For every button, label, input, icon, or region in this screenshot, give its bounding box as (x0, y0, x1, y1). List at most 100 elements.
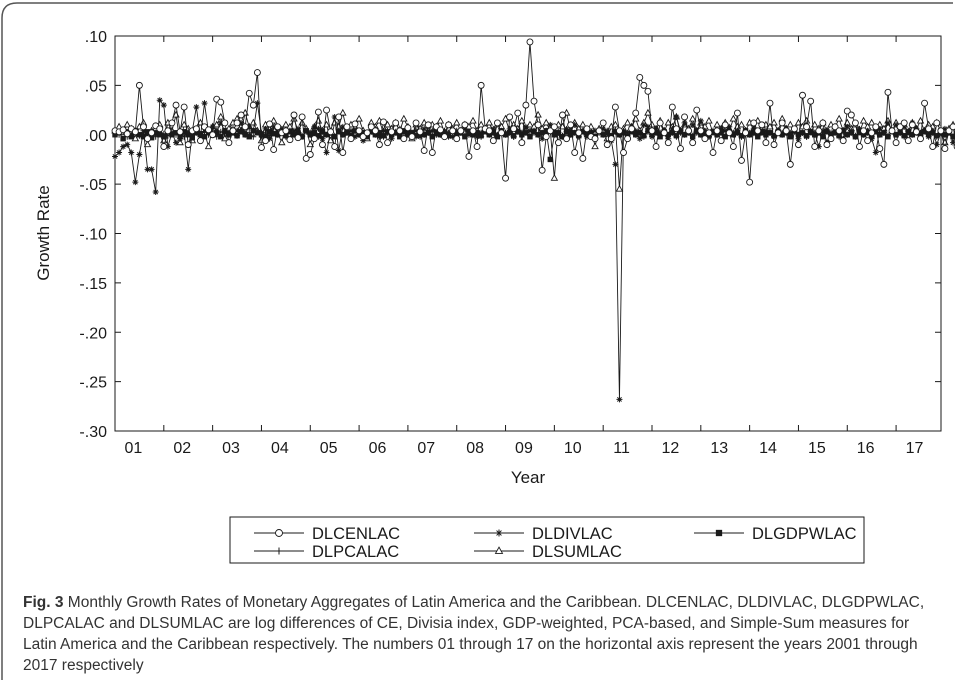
data-point-asterisk (807, 127, 814, 134)
data-point-triangle (212, 120, 221, 128)
data-point-circle (534, 121, 542, 129)
data-point-circle (241, 123, 249, 131)
data-point-asterisk (388, 135, 395, 142)
data-point-circle (550, 123, 558, 131)
data-point-circle (835, 127, 843, 135)
data-point-square (474, 130, 480, 136)
data-point-asterisk (453, 127, 460, 134)
data-point-triangle (436, 116, 445, 124)
data-point-asterisk (848, 127, 855, 134)
data-point-asterisk (311, 123, 318, 130)
data-point-asterisk (242, 129, 249, 136)
data-point-circle (563, 135, 571, 143)
data-point-circle (754, 127, 762, 135)
data-point-circle (668, 103, 676, 111)
data-point-asterisk (657, 129, 664, 136)
data-point-square (201, 134, 208, 140)
data-point-square (262, 134, 269, 140)
data-point-square (547, 156, 553, 163)
data-point-asterisk (449, 133, 456, 140)
y-tick-label: -.05 (79, 177, 107, 194)
data-point-asterisk (262, 125, 269, 132)
data-point-square (718, 130, 724, 136)
data-point-circle (404, 124, 412, 132)
data-point-circle (733, 109, 741, 117)
data-point-circle (664, 139, 672, 147)
data-point-circle (506, 113, 514, 121)
data-point-square (291, 132, 297, 138)
data-point-circle (933, 119, 941, 127)
data-point-asterisk (148, 166, 155, 173)
data-point-circle (693, 106, 701, 114)
data-point-asterisk (112, 153, 118, 160)
data-point-circle (713, 127, 721, 135)
y-tick-label: -.15 (79, 276, 107, 293)
data-point-square (633, 132, 639, 138)
data-point-asterisk (929, 127, 936, 134)
data-point-circle (721, 121, 729, 129)
data-point-asterisk (624, 129, 631, 136)
data-point-circle (579, 154, 587, 162)
data-point-circle (750, 119, 758, 127)
data-point-circle (896, 123, 904, 131)
data-point-square (246, 134, 252, 140)
data-point-asterisk (278, 125, 285, 132)
data-point-circle (123, 130, 131, 138)
legend-label: DLSUMLAC (532, 543, 622, 561)
data-point-square (128, 134, 134, 140)
data-point-circle (416, 128, 424, 136)
data-point-asterisk (408, 129, 415, 136)
data-point-circle (672, 125, 680, 133)
data-point-asterisk (120, 143, 127, 150)
data-point-circle (917, 135, 924, 143)
data-point-asterisk (132, 179, 139, 186)
data-point-circle (831, 123, 839, 131)
data-point-square (523, 130, 529, 136)
data-point-triangle (314, 116, 323, 124)
data-point-circle (778, 119, 786, 127)
data-point-triangle (355, 114, 363, 122)
data-point-circle (839, 137, 847, 145)
data-point-asterisk (693, 129, 700, 136)
data-point-circle (799, 91, 806, 99)
x-tick-label: 17 (906, 440, 924, 457)
data-point-circle (774, 129, 782, 137)
data-point-circle (632, 109, 640, 117)
data-point-circle (237, 111, 245, 119)
data-point-asterisk (746, 129, 753, 136)
data-point-triangle (143, 140, 152, 148)
data-point-triangle (770, 118, 778, 126)
data-point-circle (766, 99, 774, 107)
data-point-circle (908, 121, 916, 129)
data-point-square (397, 134, 403, 140)
data-point-square (364, 134, 370, 140)
x-axis: 01 02 03 04 05 06 07 08 09 10 11 12 13 14 15 16 17 (114, 36, 924, 457)
data-point-asterisk (254, 100, 261, 107)
legend-label: DLGDPWLAC (752, 525, 857, 543)
data-point-circle (860, 127, 867, 135)
data-point-square (266, 129, 273, 135)
data-point-square (551, 132, 558, 138)
data-point-triangle (306, 140, 315, 148)
data-point-asterisk (478, 129, 485, 136)
data-point-circle (453, 135, 461, 143)
data-point-circle (554, 139, 562, 147)
data-point-asterisk (209, 123, 216, 130)
data-point-circle (900, 119, 908, 127)
data-point-circle (184, 141, 192, 149)
data-point-asterisk (701, 127, 708, 134)
data-point-asterisk (323, 149, 330, 156)
data-point-asterisk (213, 127, 220, 134)
data-point-asterisk (644, 123, 651, 130)
data-point-circle (729, 143, 737, 151)
plot-area (114, 35, 942, 432)
data-point-asterisk (140, 127, 147, 134)
data-point-square (820, 134, 826, 140)
legend-item-dlpcalac: DLPCALAC (254, 543, 399, 561)
data-point-circle (685, 127, 693, 135)
data-point-circle (925, 125, 933, 133)
series-layer (111, 38, 955, 403)
data-point-circle (851, 119, 859, 127)
data-point-circle (660, 129, 668, 137)
